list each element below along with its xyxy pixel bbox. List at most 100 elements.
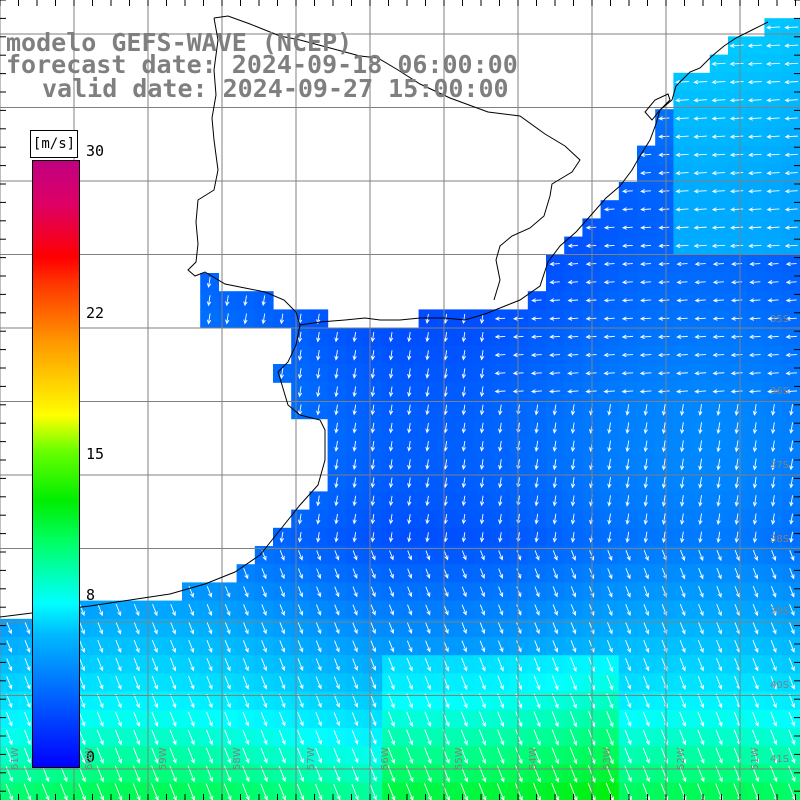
wind-arrow	[567, 298, 579, 303]
wind-arrow	[770, 586, 777, 598]
wind-arrow	[749, 261, 761, 267]
wind-arrow	[767, 389, 779, 394]
wind-cell	[782, 564, 800, 583]
wind-arrow	[407, 495, 412, 507]
wind-arrow	[548, 389, 561, 394]
wind-arrow	[279, 676, 286, 690]
wind-arrow	[460, 747, 468, 765]
wind-arrow	[478, 783, 487, 800]
wind-arrow	[352, 550, 358, 561]
wind-arrow	[694, 298, 706, 303]
wind-arrow	[151, 747, 159, 764]
wind-arrow	[552, 604, 558, 616]
wind-arrow	[243, 622, 249, 635]
wind-arrow	[133, 693, 140, 709]
wind-arrow	[729, 152, 744, 158]
wind-arrow	[261, 295, 266, 307]
wind-arrow	[188, 622, 195, 635]
wind-arrow	[625, 531, 630, 544]
wind-arrow	[279, 568, 285, 580]
wind-arrow	[694, 389, 707, 394]
wind-arrow	[770, 604, 777, 617]
wind-arrow	[370, 658, 377, 671]
wind-arrow	[188, 603, 195, 617]
wind-arrow	[78, 693, 86, 709]
wind-arrow	[752, 404, 758, 416]
wind-arrow	[712, 352, 725, 358]
wind-arrow	[334, 604, 340, 616]
wind-arrow	[766, 98, 780, 103]
wind-arrow	[407, 332, 412, 343]
wind-arrow	[680, 440, 685, 453]
wind-arrow	[771, 549, 777, 562]
wind-arrow	[407, 532, 412, 543]
wind-arrow	[370, 586, 376, 598]
wind-arrow	[278, 747, 286, 764]
wind-arrow	[334, 513, 339, 525]
wind-arrow	[766, 61, 780, 67]
wind-arrow	[734, 513, 739, 526]
lon-label-58W: 58W	[232, 747, 243, 770]
wind-arrow	[351, 783, 359, 800]
wind-arrow	[512, 352, 524, 358]
wind-arrow	[79, 622, 85, 635]
wind-arrow	[334, 477, 339, 489]
wind-arrow	[316, 550, 322, 561]
wind-arrow	[767, 371, 779, 376]
wind-arrow	[188, 657, 195, 672]
wind-arrow	[334, 350, 339, 361]
wind-arrow	[297, 386, 303, 398]
wind-arrow	[788, 765, 796, 783]
wind-arrow	[697, 729, 705, 746]
wind-arrow	[605, 764, 614, 783]
wind-arrow	[479, 386, 485, 398]
wind-arrow	[625, 404, 630, 416]
wind-arrow	[711, 207, 725, 212]
wind-arrow	[716, 495, 721, 507]
wind-arrow	[712, 371, 725, 376]
wind-arrow	[114, 747, 123, 764]
wind-arrow	[552, 586, 558, 598]
wind-arrow	[749, 334, 761, 339]
wind-arrow	[115, 657, 122, 672]
wind-arrow	[658, 170, 670, 176]
wind-arrow	[530, 371, 542, 376]
wind-arrow	[388, 532, 394, 543]
wind-arrow	[748, 371, 761, 376]
wind-arrow	[676, 389, 688, 394]
wind-arrow	[607, 531, 612, 543]
wind-arrow	[789, 622, 795, 635]
wind-arrow	[497, 729, 505, 746]
wind-arrow	[297, 730, 304, 745]
wind-arrow	[224, 604, 231, 617]
wind-arrow	[697, 747, 705, 764]
wind-arrow	[770, 711, 777, 727]
wind-arrow	[752, 675, 759, 690]
wind-arrow	[770, 657, 777, 672]
wind-arrow	[552, 422, 557, 434]
wind-arrow	[261, 640, 267, 653]
wind-arrow	[534, 622, 540, 635]
wind-arrow	[334, 404, 339, 416]
wind-arrow	[624, 747, 632, 764]
wind-arrow	[748, 152, 762, 158]
wind-arrow	[716, 531, 721, 544]
wind-arrow	[169, 747, 177, 764]
wind-arrow	[643, 531, 648, 544]
title-valid-date: valid date: 2024-09-27 15:00:00	[42, 74, 509, 103]
colorbar-tick-30: 30	[86, 142, 105, 160]
wind-arrow	[224, 586, 231, 598]
wind-arrow	[42, 765, 50, 783]
wind-arrow	[133, 675, 140, 690]
wind-arrow	[279, 586, 285, 598]
wind-arrow	[151, 639, 158, 654]
wind-arrow	[224, 622, 231, 635]
wind-arrow	[569, 764, 578, 783]
wind-arrow	[766, 170, 780, 176]
wind-arrow	[552, 513, 557, 525]
wind-arrow	[388, 350, 394, 361]
wind-arrow	[697, 693, 705, 709]
wind-arrow	[530, 389, 542, 394]
wind-arrow	[734, 567, 740, 580]
wind-arrow	[789, 513, 794, 525]
